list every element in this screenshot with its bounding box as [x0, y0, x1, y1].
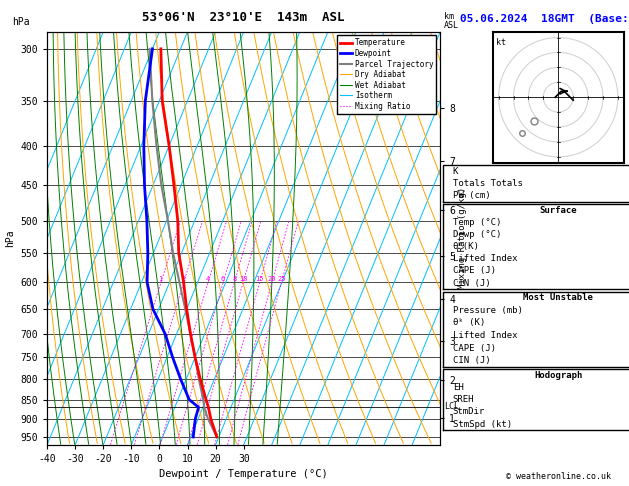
Text: km
ASL: km ASL — [444, 12, 459, 30]
Text: CAPE (J): CAPE (J) — [453, 344, 496, 353]
Text: 2: 2 — [181, 276, 186, 282]
Text: Pressure (mb): Pressure (mb) — [453, 306, 523, 315]
Text: Most Unstable: Most Unstable — [523, 294, 593, 302]
Y-axis label: Mixing Ratio (g/kg): Mixing Ratio (g/kg) — [458, 187, 467, 289]
Text: Lifted Index: Lifted Index — [453, 254, 517, 263]
Text: 15: 15 — [255, 276, 264, 282]
Text: 10: 10 — [239, 276, 247, 282]
Text: Dewp (°C): Dewp (°C) — [453, 230, 501, 239]
Text: © weatheronline.co.uk: © weatheronline.co.uk — [506, 472, 611, 481]
Text: θᵏ(K): θᵏ(K) — [453, 242, 479, 251]
Text: CAPE (J): CAPE (J) — [453, 266, 496, 276]
Text: Temp (°C): Temp (°C) — [453, 218, 501, 227]
Text: 8: 8 — [232, 276, 237, 282]
Text: 4: 4 — [206, 276, 210, 282]
Text: StmSpd (kt): StmSpd (kt) — [453, 419, 512, 429]
Text: PW (cm): PW (cm) — [453, 191, 490, 200]
Text: CIN (J): CIN (J) — [453, 278, 490, 288]
Text: Totals Totals: Totals Totals — [453, 179, 523, 188]
Text: 20: 20 — [267, 276, 276, 282]
Text: LCL: LCL — [445, 402, 459, 411]
Text: θᵏ (K): θᵏ (K) — [453, 318, 485, 328]
X-axis label: Dewpoint / Temperature (°C): Dewpoint / Temperature (°C) — [159, 469, 328, 479]
Legend: Temperature, Dewpoint, Parcel Trajectory, Dry Adiabat, Wet Adiabat, Isotherm, Mi: Temperature, Dewpoint, Parcel Trajectory… — [337, 35, 437, 114]
Text: Lifted Index: Lifted Index — [453, 331, 517, 340]
Text: 1: 1 — [159, 276, 163, 282]
Text: 53°06'N  23°10'E  143m  ASL: 53°06'N 23°10'E 143m ASL — [143, 11, 345, 24]
Text: StmDir: StmDir — [453, 407, 485, 417]
Text: Surface: Surface — [540, 206, 577, 215]
Text: hPa: hPa — [12, 17, 30, 27]
Y-axis label: hPa: hPa — [5, 229, 15, 247]
Text: kt: kt — [496, 37, 506, 47]
Text: 05.06.2024  18GMT  (Base: 18): 05.06.2024 18GMT (Base: 18) — [460, 14, 629, 24]
Text: SREH: SREH — [453, 395, 474, 404]
Text: K: K — [453, 167, 458, 176]
Text: Hodograph: Hodograph — [534, 371, 582, 380]
Text: 6: 6 — [221, 276, 225, 282]
Text: CIN (J): CIN (J) — [453, 356, 490, 365]
Text: EH: EH — [453, 383, 464, 392]
Text: 25: 25 — [277, 276, 286, 282]
